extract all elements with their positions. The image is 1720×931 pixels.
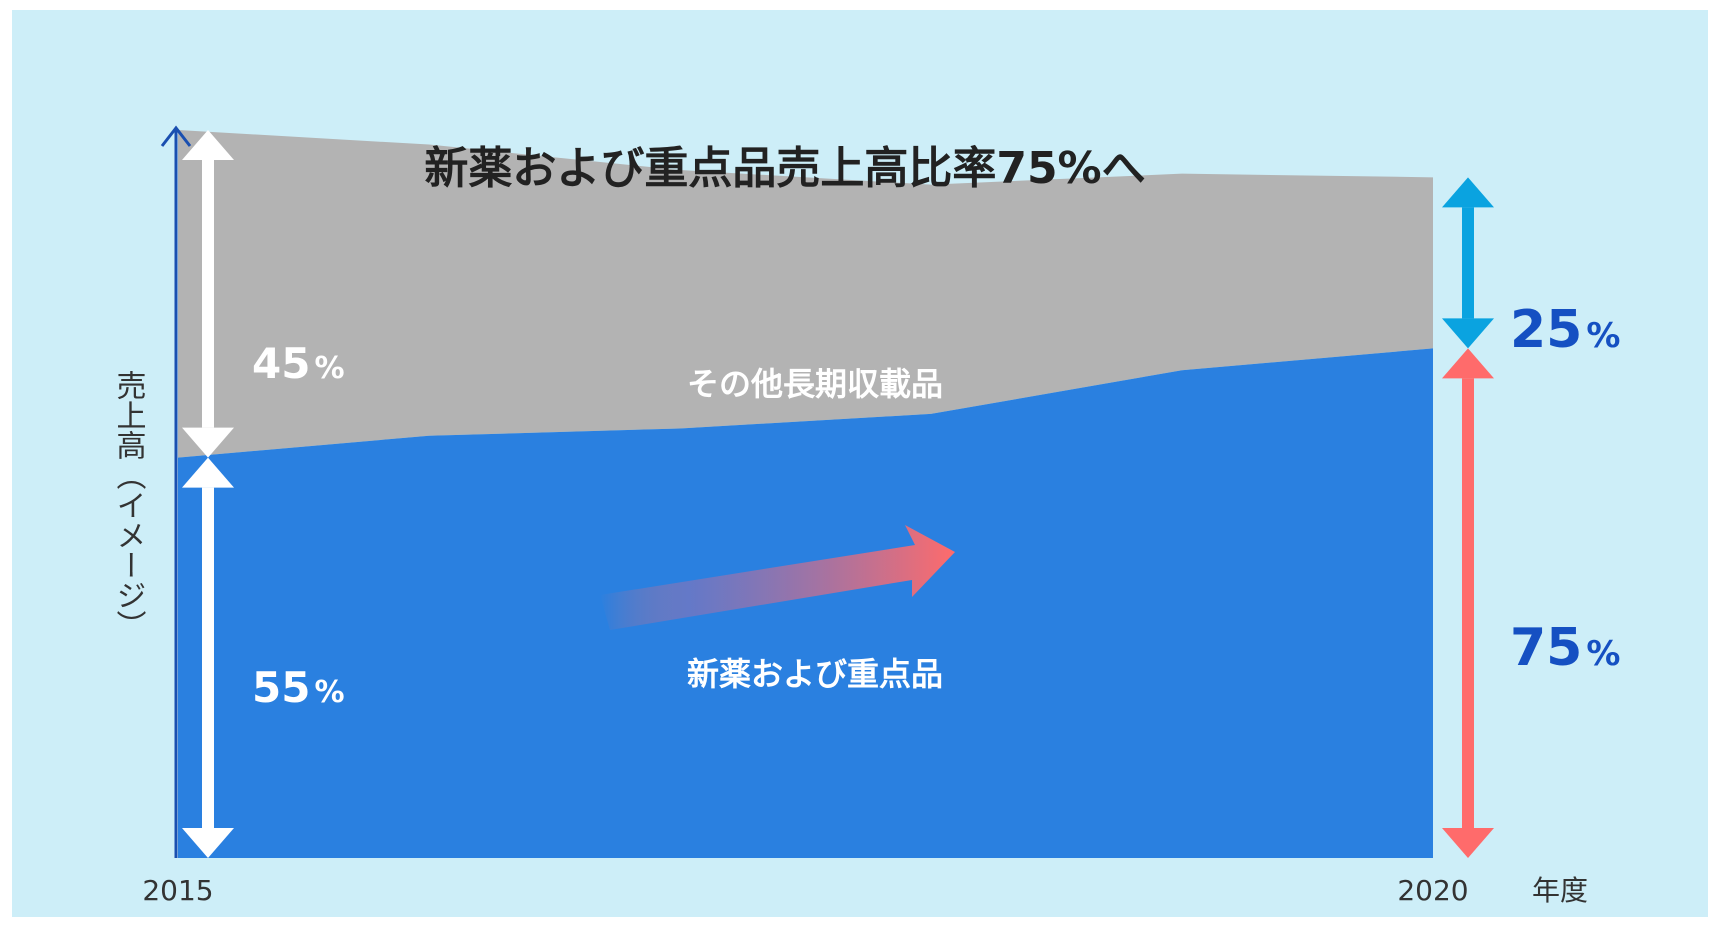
area-new-and-focus-products bbox=[178, 348, 1433, 858]
y-axis bbox=[160, 125, 192, 858]
series-label-other: その他長期収載品 bbox=[687, 365, 943, 403]
end-share-arrow-focus bbox=[1442, 348, 1494, 858]
growth-trend-arrow bbox=[600, 525, 955, 630]
end-share-arrow-other bbox=[1442, 177, 1494, 349]
x-tick-start: 2015 bbox=[142, 874, 213, 907]
end-share-arrows bbox=[1442, 177, 1494, 858]
start-share-arrow-other bbox=[182, 130, 234, 458]
area-other-products bbox=[178, 130, 1433, 458]
end-share-other: 25% bbox=[1510, 300, 1620, 360]
plot-areas bbox=[178, 130, 1433, 858]
end-share-focus: 75% bbox=[1510, 618, 1620, 678]
chart-title: 新薬および重点品売上高比率75%へ bbox=[424, 143, 1145, 194]
series-label-focus: 新薬および重点品 bbox=[687, 655, 943, 693]
start-share-arrow-focus bbox=[182, 457, 234, 858]
x-tick-end: 2020 bbox=[1397, 874, 1468, 907]
x-axis-label: 年度 bbox=[1532, 874, 1588, 907]
start-share-other: 45% bbox=[252, 339, 345, 388]
start-share-focus: 55% bbox=[252, 663, 345, 712]
start-share-arrows bbox=[182, 130, 234, 858]
y-axis-label: 売上高（イメージ） bbox=[111, 370, 147, 640]
